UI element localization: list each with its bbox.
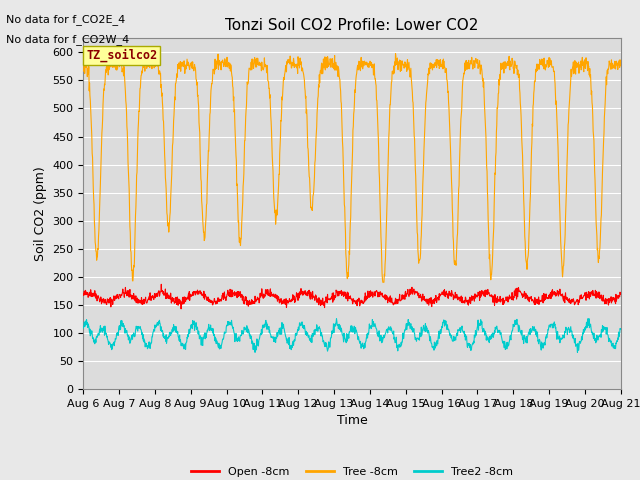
Legend: Open -8cm, Tree -8cm, Tree2 -8cm: Open -8cm, Tree -8cm, Tree2 -8cm (187, 462, 517, 480)
Y-axis label: Soil CO2 (ppm): Soil CO2 (ppm) (34, 166, 47, 261)
X-axis label: Time: Time (337, 414, 367, 427)
Text: No data for f_CO2W_4: No data for f_CO2W_4 (6, 34, 130, 45)
Title: Tonzi Soil CO2 Profile: Lower CO2: Tonzi Soil CO2 Profile: Lower CO2 (225, 18, 479, 33)
Text: No data for f_CO2E_4: No data for f_CO2E_4 (6, 14, 125, 25)
Text: TZ_soilco2: TZ_soilco2 (86, 48, 157, 62)
